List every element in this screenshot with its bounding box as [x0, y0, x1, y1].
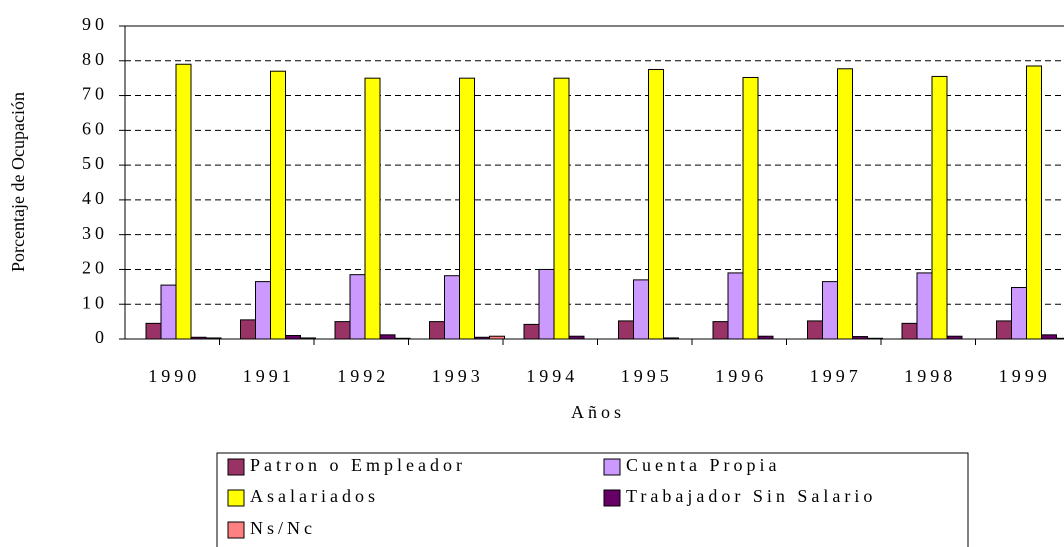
bar	[255, 281, 271, 340]
bar	[633, 279, 649, 340]
y-tick-label: 50	[82, 153, 108, 173]
legend-label: Cuenta Propia	[626, 455, 780, 475]
bar	[240, 319, 256, 340]
bar	[538, 268, 555, 340]
x-tick-label: 1991	[243, 366, 295, 386]
x-tick-label: 1998	[904, 366, 956, 386]
x-tick-label: 1995	[621, 366, 673, 386]
x-tick-label: 1990	[148, 366, 200, 386]
x-tick-label: 1996	[715, 366, 767, 386]
bar	[523, 323, 540, 340]
legend-swatch	[603, 489, 621, 507]
y-tick-label: 20	[82, 258, 108, 278]
bar	[1056, 337, 1064, 340]
bar	[349, 274, 366, 340]
bar	[837, 68, 853, 340]
bar	[1026, 65, 1042, 340]
bar	[285, 335, 301, 340]
bar	[489, 335, 505, 340]
bar	[742, 76, 759, 340]
y-tick-label: 90	[82, 14, 108, 34]
x-tick-label: 1997	[810, 366, 862, 386]
legend-label: Trabajador Sin Salario	[626, 486, 876, 506]
bar	[867, 337, 883, 340]
x-tick-label: 1999	[999, 366, 1051, 386]
y-tick-label: 80	[82, 49, 108, 69]
legend-label: Patron o Empleador	[250, 455, 466, 475]
y-tick-label: 30	[82, 223, 108, 243]
x-tick-label: 1994	[526, 366, 578, 386]
bar	[901, 322, 918, 340]
bar	[145, 322, 162, 340]
legend-label: Asalariados	[250, 486, 379, 506]
legend-swatch	[227, 458, 245, 476]
y-tick-label: 10	[82, 292, 108, 312]
legend-swatch	[603, 458, 621, 476]
bar	[663, 337, 679, 340]
bar	[379, 334, 396, 340]
legend-swatch	[227, 521, 245, 539]
bar	[160, 284, 177, 340]
bar	[300, 337, 316, 340]
bar	[931, 75, 948, 340]
bar	[568, 335, 585, 340]
bar	[334, 321, 351, 340]
x-tick-label: 1993	[432, 366, 484, 386]
y-tick-label: 40	[82, 188, 108, 208]
bar	[916, 272, 933, 340]
x-tick-label: 1992	[337, 366, 389, 386]
bar	[394, 337, 411, 340]
bar	[822, 281, 838, 340]
bar	[429, 321, 445, 340]
bar	[474, 336, 490, 340]
bar	[727, 272, 744, 340]
y-tick-label: 0	[95, 327, 108, 347]
bar	[996, 320, 1012, 340]
legend-label: Ns/Nc	[250, 518, 316, 538]
legend-swatch	[227, 489, 245, 507]
bar	[175, 63, 192, 340]
bar	[807, 320, 823, 340]
bar	[205, 337, 222, 340]
y-tick-label: 60	[82, 118, 108, 138]
y-tick-label: 70	[82, 84, 108, 104]
bar	[946, 335, 963, 340]
bar	[712, 321, 729, 340]
bar	[190, 336, 207, 340]
bar	[1041, 334, 1057, 340]
bar	[270, 70, 286, 340]
bar	[444, 275, 460, 340]
legend-box	[216, 452, 969, 547]
x-axis-title: Años	[571, 402, 625, 422]
bar	[1011, 287, 1027, 340]
bar	[364, 77, 381, 340]
bar	[459, 77, 475, 340]
bar	[757, 335, 774, 340]
bar	[618, 320, 634, 340]
bar	[852, 336, 868, 340]
bar	[648, 68, 664, 340]
y-axis-title: Porcentaje de Ocupación	[8, 92, 28, 272]
bar	[553, 77, 570, 340]
